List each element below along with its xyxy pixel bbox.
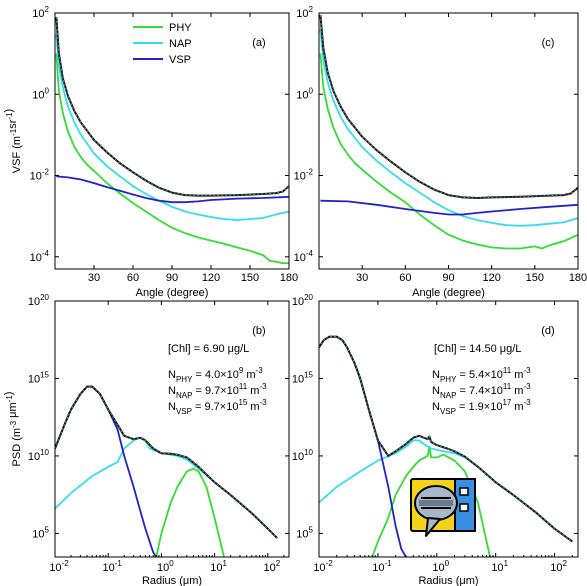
y-tick-label: 10-4 [294,249,314,264]
x-tick-label: 10-1 [103,559,123,574]
y-tick-label: 1010 [28,448,50,463]
series-total [319,335,573,543]
n-phy-annotation: NPHY = 4.0×109 m-3 [168,366,263,384]
icon-band [419,500,453,506]
series-total-dotted [320,14,578,199]
x-axis-label: Radius (μm) [142,575,202,586]
plot-area [55,16,289,265]
panel-label: (c) [542,37,555,49]
annotations: [Chl] = 14.50 μg/L NPHY = 5.4×1011 m-3NNA… [432,343,531,416]
n-vsp-annotation: NVSP = 9.7×1015 m-3 [168,398,267,416]
y-tick-label: 1015 [28,370,50,385]
y-axis-label: PSD (m-3 μm-1) [3,392,23,467]
panel-a: 30 60 90 120 150 180 10-4 10-2 100 102 (a) Angle (d… [3,5,298,299]
x-tick-label: 90 [166,272,178,284]
series-nap [319,29,578,227]
x-tick-label: 102 [550,559,567,574]
series-vsp [320,199,578,216]
x-tick-label: 30 [356,272,368,284]
series-phy [155,467,225,557]
series-nap [55,34,289,222]
n-nap-annotation: NNAP = 9.7×1011 m-3 [168,382,267,400]
chl-annotation: [Chl] = 14.50 μg/L [434,343,521,355]
n-vsp-annotation: NVSP = 1.9×1017 m-3 [432,398,531,416]
series-total-dotted [55,386,278,539]
x-tick-label: 101 [210,559,227,574]
x-tick-label: 100 [157,559,174,574]
icon-square [459,503,469,512]
series-total [319,14,578,199]
series-vsp [56,175,289,204]
y-axis-label: VSF (m-1sr-1) [3,109,23,173]
x-tick-label: 90 [442,272,454,284]
panel-label: (a) [252,37,265,49]
x-tick-label: 101 [491,559,508,574]
legend: PHY NAP VSP [133,22,192,66]
legend-label-nap: NAP [169,38,192,50]
x-axis-label: Radius (μm) [418,575,478,586]
y-tick-label: 1020 [292,293,314,308]
n-nap-annotation: NNAP = 7.4×1011 m-3 [432,382,531,400]
x-tick-label: 30 [88,272,100,284]
series-total-dotted [55,16,289,197]
x-tick-label: 10-2 [313,559,333,574]
chl-annotation: [Chl] = 6.90 μg/L [168,343,249,355]
x-tick-label: 120 [202,272,220,284]
plot-area [319,14,578,250]
plot-area [319,335,573,557]
y-tick-label: 105 [296,525,313,540]
x-axis-label: Angle (degree) [136,287,209,299]
y-tick-label: 105 [32,525,49,540]
axes-box [54,12,290,270]
legend-label-vsp: VSP [169,54,191,66]
series-vsp [319,335,407,557]
y-tick-label: 102 [296,5,313,20]
y-tick-label: 102 [32,5,49,20]
legend-label-phy: PHY [169,22,192,34]
y-tick-label: 1015 [292,370,314,385]
axes-box [318,300,579,558]
x-tick-label: 10-1 [372,559,392,574]
panel-label: (b) [252,325,265,337]
y-tick-label: 1020 [28,293,50,308]
y-tick-label: 10-2 [294,168,314,183]
x-tick-label: 102 [263,559,280,574]
x-tick-label: 100 [432,559,449,574]
y-tick-label: 10-2 [30,168,50,183]
annotations: [Chl] = 6.90 μg/L NPHY = 4.0×109 m-3NNAP … [168,343,267,416]
y-tick-label: 10-4 [30,249,50,264]
y-tick-label: 100 [296,86,313,101]
x-tick-label: 120 [482,272,500,284]
axes-box [54,300,290,558]
y-tick-label: 1010 [292,448,314,463]
panel-label: (d) [541,325,554,337]
x-tick-label: 180 [569,272,587,284]
x-tick-label: 180 [280,272,298,284]
panel-b: 10-2 10-1 100 101 102 105 1010 1015 1020 (b) Radiu… [3,293,290,586]
series-phy [55,53,289,265]
series-phy [319,53,578,250]
x-tick-label: 60 [399,272,411,284]
x-tick-label: 150 [241,272,259,284]
panel-c: 30 60 90 120 150 180 10-4 10-2 100 102 (c) Angle (d… [294,5,587,299]
series-phy [371,445,491,557]
panel-d: 10-2 10-1 100 101 102 105 1010 1015 1020 (d) Radiu… [292,293,579,586]
n-phy-annotation: NPHY = 5.4×1011 m-3 [432,366,531,384]
y-tick-label: 100 [32,86,49,101]
speech-bubble-app-icon [410,478,476,537]
icon-square [459,487,469,496]
x-tick-label: 150 [526,272,544,284]
plot-area [55,385,278,557]
x-axis-label: Angle (degree) [412,287,485,299]
x-tick-label: 60 [127,272,139,284]
x-tick-label: 10-2 [49,559,69,574]
icon-bubble-tail [425,517,441,537]
